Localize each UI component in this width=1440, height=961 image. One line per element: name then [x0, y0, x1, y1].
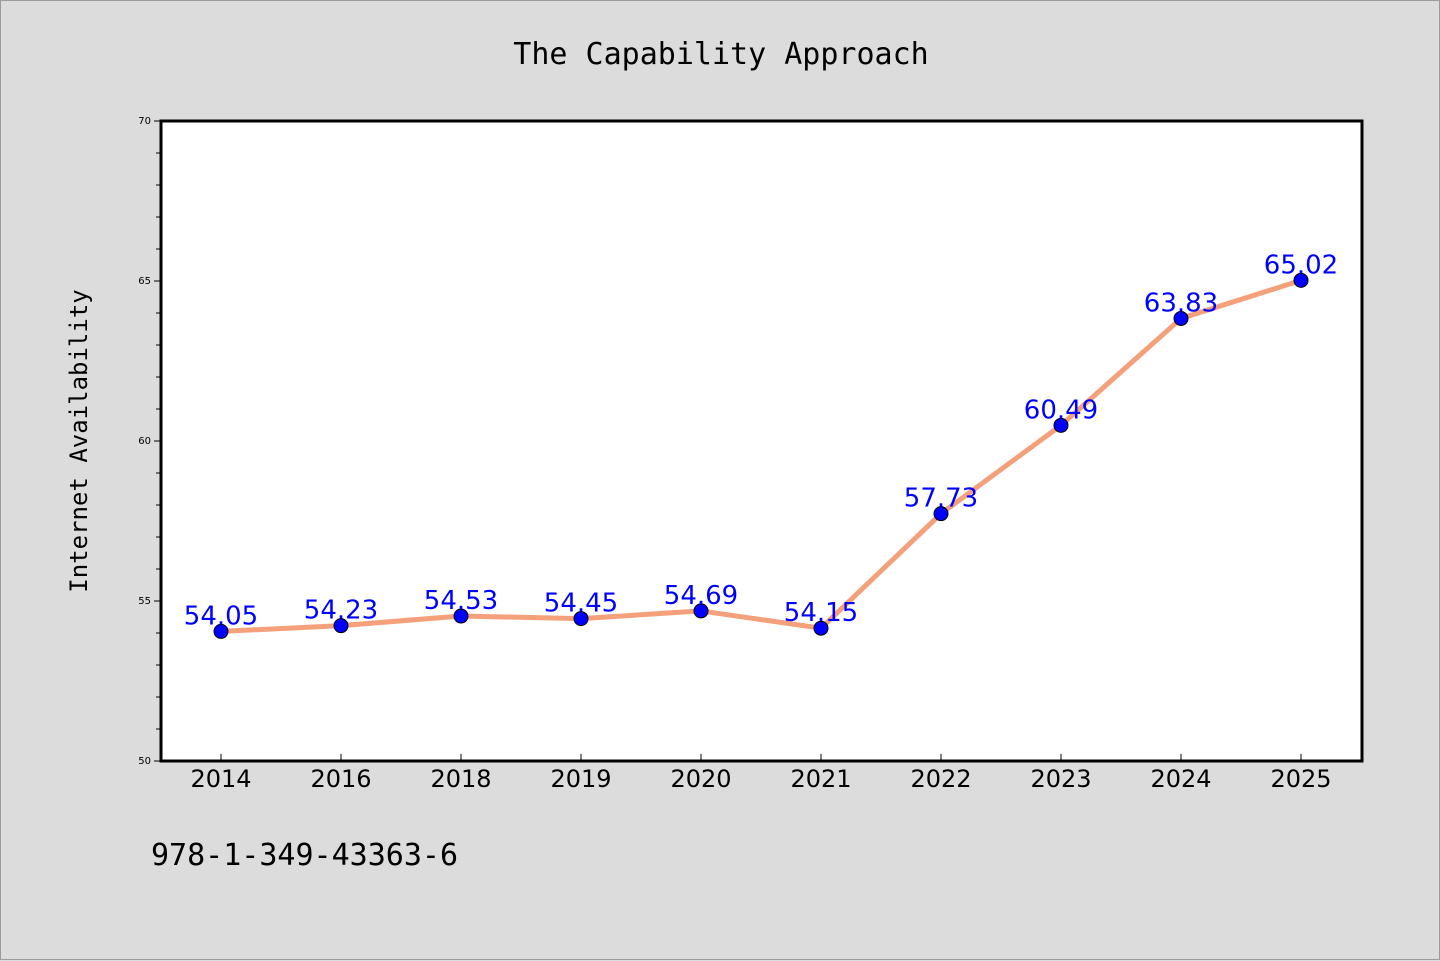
data-label: 54.23	[304, 596, 378, 626]
x-tick-label: 2020	[670, 765, 731, 793]
x-axis: 2014 2016 2018 2019 2020 2021 2022 2023 2024 2025	[190, 754, 1332, 793]
plot-area	[159, 119, 1364, 763]
x-tick-label: 2023	[1030, 765, 1091, 793]
data-label: 54.53	[424, 586, 498, 616]
y-tick-label: 70	[138, 116, 151, 127]
data-label: 54.15	[784, 598, 858, 628]
data-point	[813, 620, 829, 636]
data-point	[1053, 417, 1069, 433]
x-tick-label: 2019	[550, 765, 611, 793]
x-tick-label: 2025	[1270, 765, 1331, 793]
data-label: 65.02	[1264, 250, 1338, 280]
data-point	[213, 623, 229, 639]
data-point	[933, 506, 949, 522]
x-tick-label: 2024	[1150, 765, 1211, 793]
series-group: 54.05 54.23 54.53 54.45 54.69 54.15 57.73 60.49…	[184, 250, 1338, 639]
data-point	[693, 603, 709, 619]
data-point	[1293, 272, 1309, 288]
data-label: 60.49	[1024, 395, 1098, 425]
y-tick-label: 60	[138, 436, 151, 447]
x-tick-label: 2014	[190, 765, 251, 793]
data-point	[1173, 310, 1189, 326]
data-label: 54.45	[544, 589, 618, 619]
data-label: 63.83	[1144, 288, 1218, 318]
y-axis: 50 55 60 65 70	[138, 116, 161, 767]
x-tick-label: 2018	[430, 765, 491, 793]
chart-title: The Capability Approach	[513, 37, 928, 72]
x-tick-label: 2021	[790, 765, 851, 793]
data-point	[453, 608, 469, 624]
data-label: 54.05	[184, 601, 258, 631]
y-axis-label: Internet Availability	[65, 289, 93, 592]
y-tick-label: 65	[138, 276, 151, 287]
isbn-annotation: 978-1-349-43363-6	[151, 838, 458, 873]
series-line	[218, 277, 1304, 634]
y-tick-label: 55	[138, 596, 151, 607]
x-tick-label: 2022	[910, 765, 971, 793]
data-point	[333, 618, 349, 634]
data-label: 54.69	[664, 581, 738, 611]
y-tick-label: 50	[138, 756, 151, 767]
x-tick-label: 2016	[310, 765, 371, 793]
data-point	[573, 611, 589, 627]
data-label: 57.73	[904, 484, 978, 514]
